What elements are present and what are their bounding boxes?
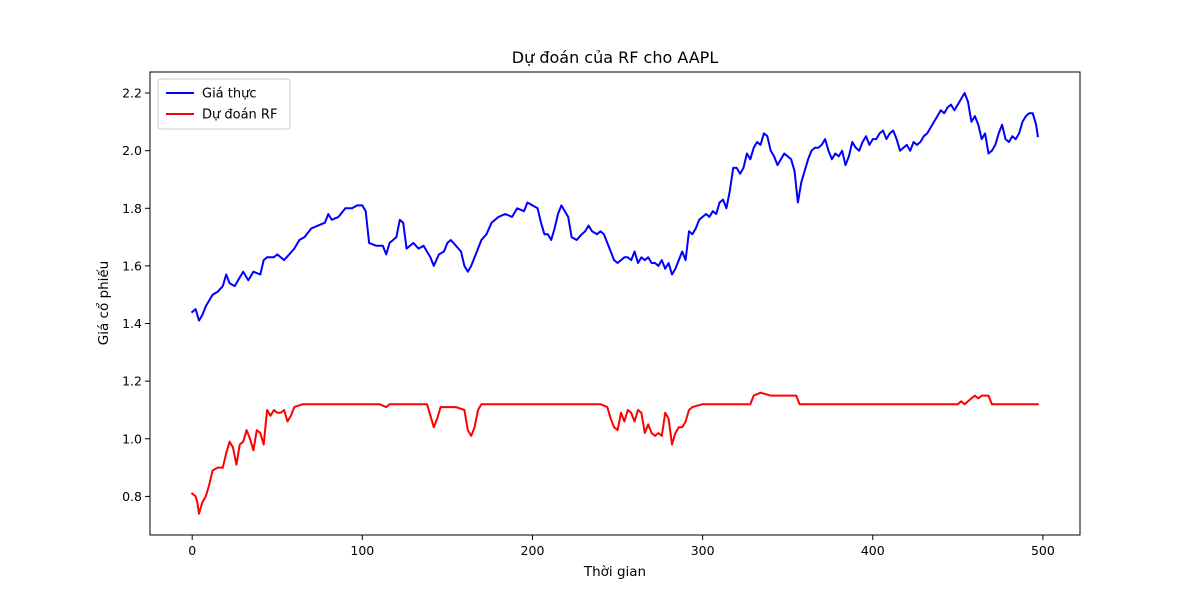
y-tick-label: 2.2 <box>122 86 142 101</box>
legend-label: Giá thực <box>202 87 257 102</box>
x-axis-label: Thời gian <box>583 564 646 580</box>
y-tick-label: 2.0 <box>122 143 142 158</box>
y-tick-label: 1.0 <box>122 431 142 446</box>
series-layer <box>190 92 1039 515</box>
chart-title: Dự đoán của RF cho AAPL <box>512 48 719 67</box>
y-tick-label: 1.2 <box>122 374 142 389</box>
x-tick-label: 400 <box>861 543 885 558</box>
x-tick-label: 0 <box>188 543 196 558</box>
legend-box <box>157 78 291 130</box>
series-line-1 <box>190 391 1039 515</box>
legend-label: Dự đoán RF <box>202 108 277 123</box>
x-tick-label: 100 <box>350 543 374 558</box>
y-tick-label: 0.8 <box>122 489 142 504</box>
y-tick-label: 1.6 <box>122 258 142 273</box>
x-tick-label: 200 <box>521 543 545 558</box>
plot-background <box>150 72 1080 535</box>
y-axis-label: Giá cổ phiếu <box>95 261 112 346</box>
axes-layer: 0 100 200 300 400 500 0.8 1.0 1.2 1.4 1.6 1.8 2.0 2.2 <box>122 71 1081 558</box>
legend: Giá thực Dự đoán RF <box>157 78 291 130</box>
plot-area <box>150 72 1080 535</box>
series-line-0 <box>190 92 1039 322</box>
x-tick-label: 500 <box>1031 543 1055 558</box>
x-tick-label: 300 <box>691 543 715 558</box>
y-tick-label: 1.8 <box>122 201 142 216</box>
y-tick-label: 1.4 <box>122 316 142 331</box>
axes-frame <box>149 71 1081 536</box>
